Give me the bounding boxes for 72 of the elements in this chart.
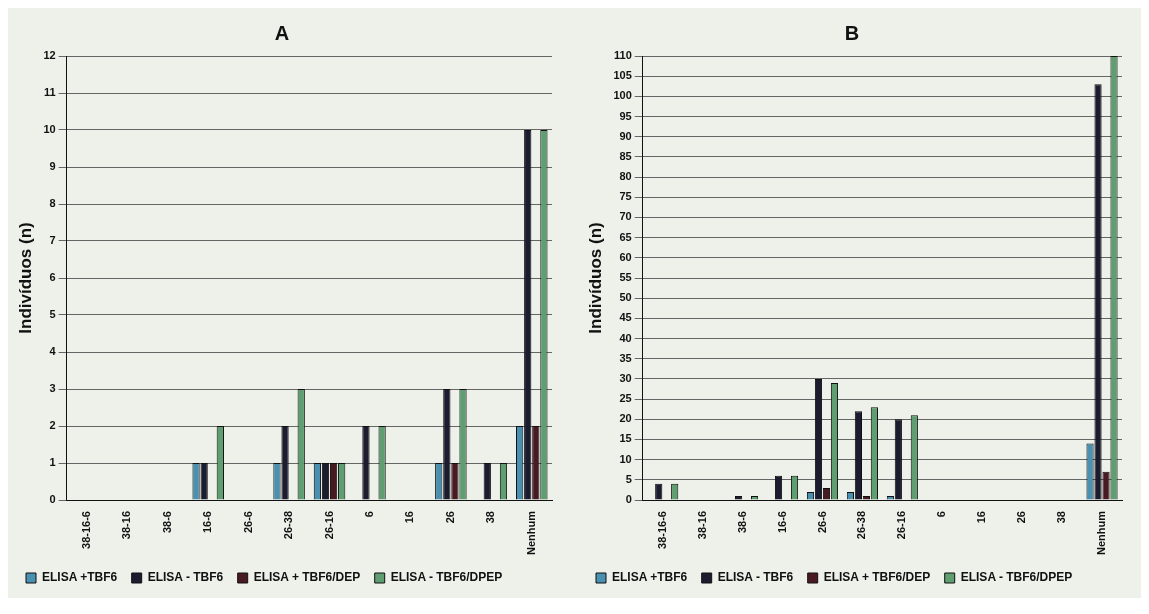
- legend-label: ELISA +TBF6: [42, 570, 118, 585]
- legend-label: ELISA - TBF6/DPEP: [390, 570, 503, 585]
- x-tick-label: 26-16: [895, 511, 908, 540]
- y-tick-label: 5: [625, 472, 632, 485]
- chart-title: B: [844, 21, 860, 44]
- y-tick-label: 5: [49, 308, 56, 321]
- x-tick-label: 38: [484, 511, 497, 524]
- y-tick-label: 3: [49, 382, 56, 395]
- y-tick-label: 0: [625, 493, 632, 506]
- x-tick-label: 26-16: [322, 511, 335, 540]
- y-tick-label: 100: [613, 89, 632, 102]
- y-tick-label: 10: [43, 123, 56, 136]
- x-tick-label: 38-16-6: [79, 511, 92, 549]
- y-tick-label: 95: [619, 109, 632, 122]
- y-tick-label: 85: [619, 149, 632, 162]
- y-tick-label: 75: [619, 190, 632, 203]
- y-tick-label: 2: [49, 419, 56, 432]
- x-tick-label: 16: [403, 511, 416, 524]
- x-tick-label: 26-6: [815, 511, 828, 534]
- x-tick-label: 38-6: [160, 511, 173, 534]
- y-tick-label: 70: [619, 210, 632, 223]
- x-tick-label: 26: [443, 511, 456, 524]
- x-tick-label: 16: [975, 511, 988, 524]
- y-tick-label: 25: [619, 392, 632, 405]
- y-tick-label: 15: [619, 432, 632, 445]
- x-tick-label: 38-16: [695, 511, 708, 540]
- legend-label: ELISA +TBF6: [612, 570, 688, 585]
- legend-label: ELISA - TBF6: [717, 570, 794, 585]
- x-tick-label: Nenhum: [1095, 510, 1108, 555]
- x-tick-label: 38-16-6: [655, 511, 668, 549]
- legend-label: ELISA - TBF6: [147, 570, 224, 585]
- y-tick-label: 110: [614, 49, 632, 62]
- x-tick-label: 38-16: [120, 511, 133, 540]
- y-tick-label: 6: [49, 271, 56, 284]
- legend-label: ELISA + TBF6/DEP: [823, 570, 931, 585]
- x-tick-label: 38: [1055, 511, 1068, 524]
- y-tick-label: 50: [619, 291, 632, 304]
- y-tick-label: 35: [619, 351, 632, 364]
- y-tick-label: 90: [619, 129, 632, 142]
- y-tick-label: 8: [49, 197, 56, 210]
- y-tick-label: 4: [49, 345, 57, 358]
- x-tick-label: 6: [935, 511, 948, 518]
- legend-label: ELISA + TBF6/DEP: [253, 570, 361, 585]
- y-tick-label: 105: [613, 69, 632, 82]
- x-tick-label: 6: [363, 511, 376, 518]
- y-tick-label: 12: [43, 49, 56, 62]
- y-tick-label: 40: [619, 331, 632, 344]
- x-tick-label: 26: [1015, 511, 1028, 524]
- y-tick-label: 9: [49, 160, 56, 173]
- y-tick-label: 0: [49, 493, 56, 506]
- y-tick-label: 30: [619, 371, 632, 384]
- x-tick-label: 26-38: [282, 511, 295, 540]
- x-tick-label: 38-6: [735, 511, 748, 534]
- y-axis-title: Indivíduos (n): [15, 222, 35, 334]
- y-tick-label: 60: [619, 250, 632, 263]
- y-tick-label: 11: [43, 86, 56, 99]
- y-tick-label: 65: [619, 230, 632, 243]
- y-tick-label: 45: [619, 311, 632, 324]
- x-tick-label: 26-38: [855, 511, 868, 540]
- legend-label: ELISA - TBF6/DPEP: [960, 570, 1073, 585]
- x-tick-label: 16-6: [775, 511, 788, 534]
- y-tick-label: 10: [619, 452, 632, 465]
- chart-title: A: [274, 21, 290, 44]
- y-tick-label: 80: [619, 170, 632, 183]
- y-axis-title: Indivíduos (n): [585, 222, 605, 334]
- y-tick-label: 55: [619, 271, 632, 284]
- y-tick-label: 20: [619, 412, 632, 425]
- x-tick-label: 26-6: [241, 511, 254, 534]
- x-tick-label: 16-6: [201, 511, 214, 534]
- y-tick-label: 7: [49, 234, 56, 247]
- x-tick-label: Nenhum: [524, 510, 537, 555]
- y-tick-label: 1: [49, 456, 56, 469]
